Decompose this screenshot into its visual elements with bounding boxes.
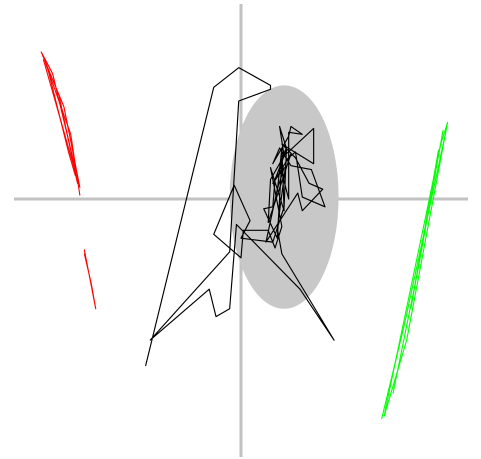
series-2-trace-0 bbox=[145, 67, 335, 367]
series-0-trace-2 bbox=[47, 69, 76, 177]
series-0-trace-4 bbox=[45, 63, 81, 196]
series-1-trace-1 bbox=[381, 133, 446, 420]
series-1-trace-0 bbox=[383, 122, 449, 418]
series-0-trace-0 bbox=[40, 51, 81, 188]
series-1-trace-3 bbox=[410, 149, 440, 308]
series-0-trace-3 bbox=[83, 249, 97, 310]
